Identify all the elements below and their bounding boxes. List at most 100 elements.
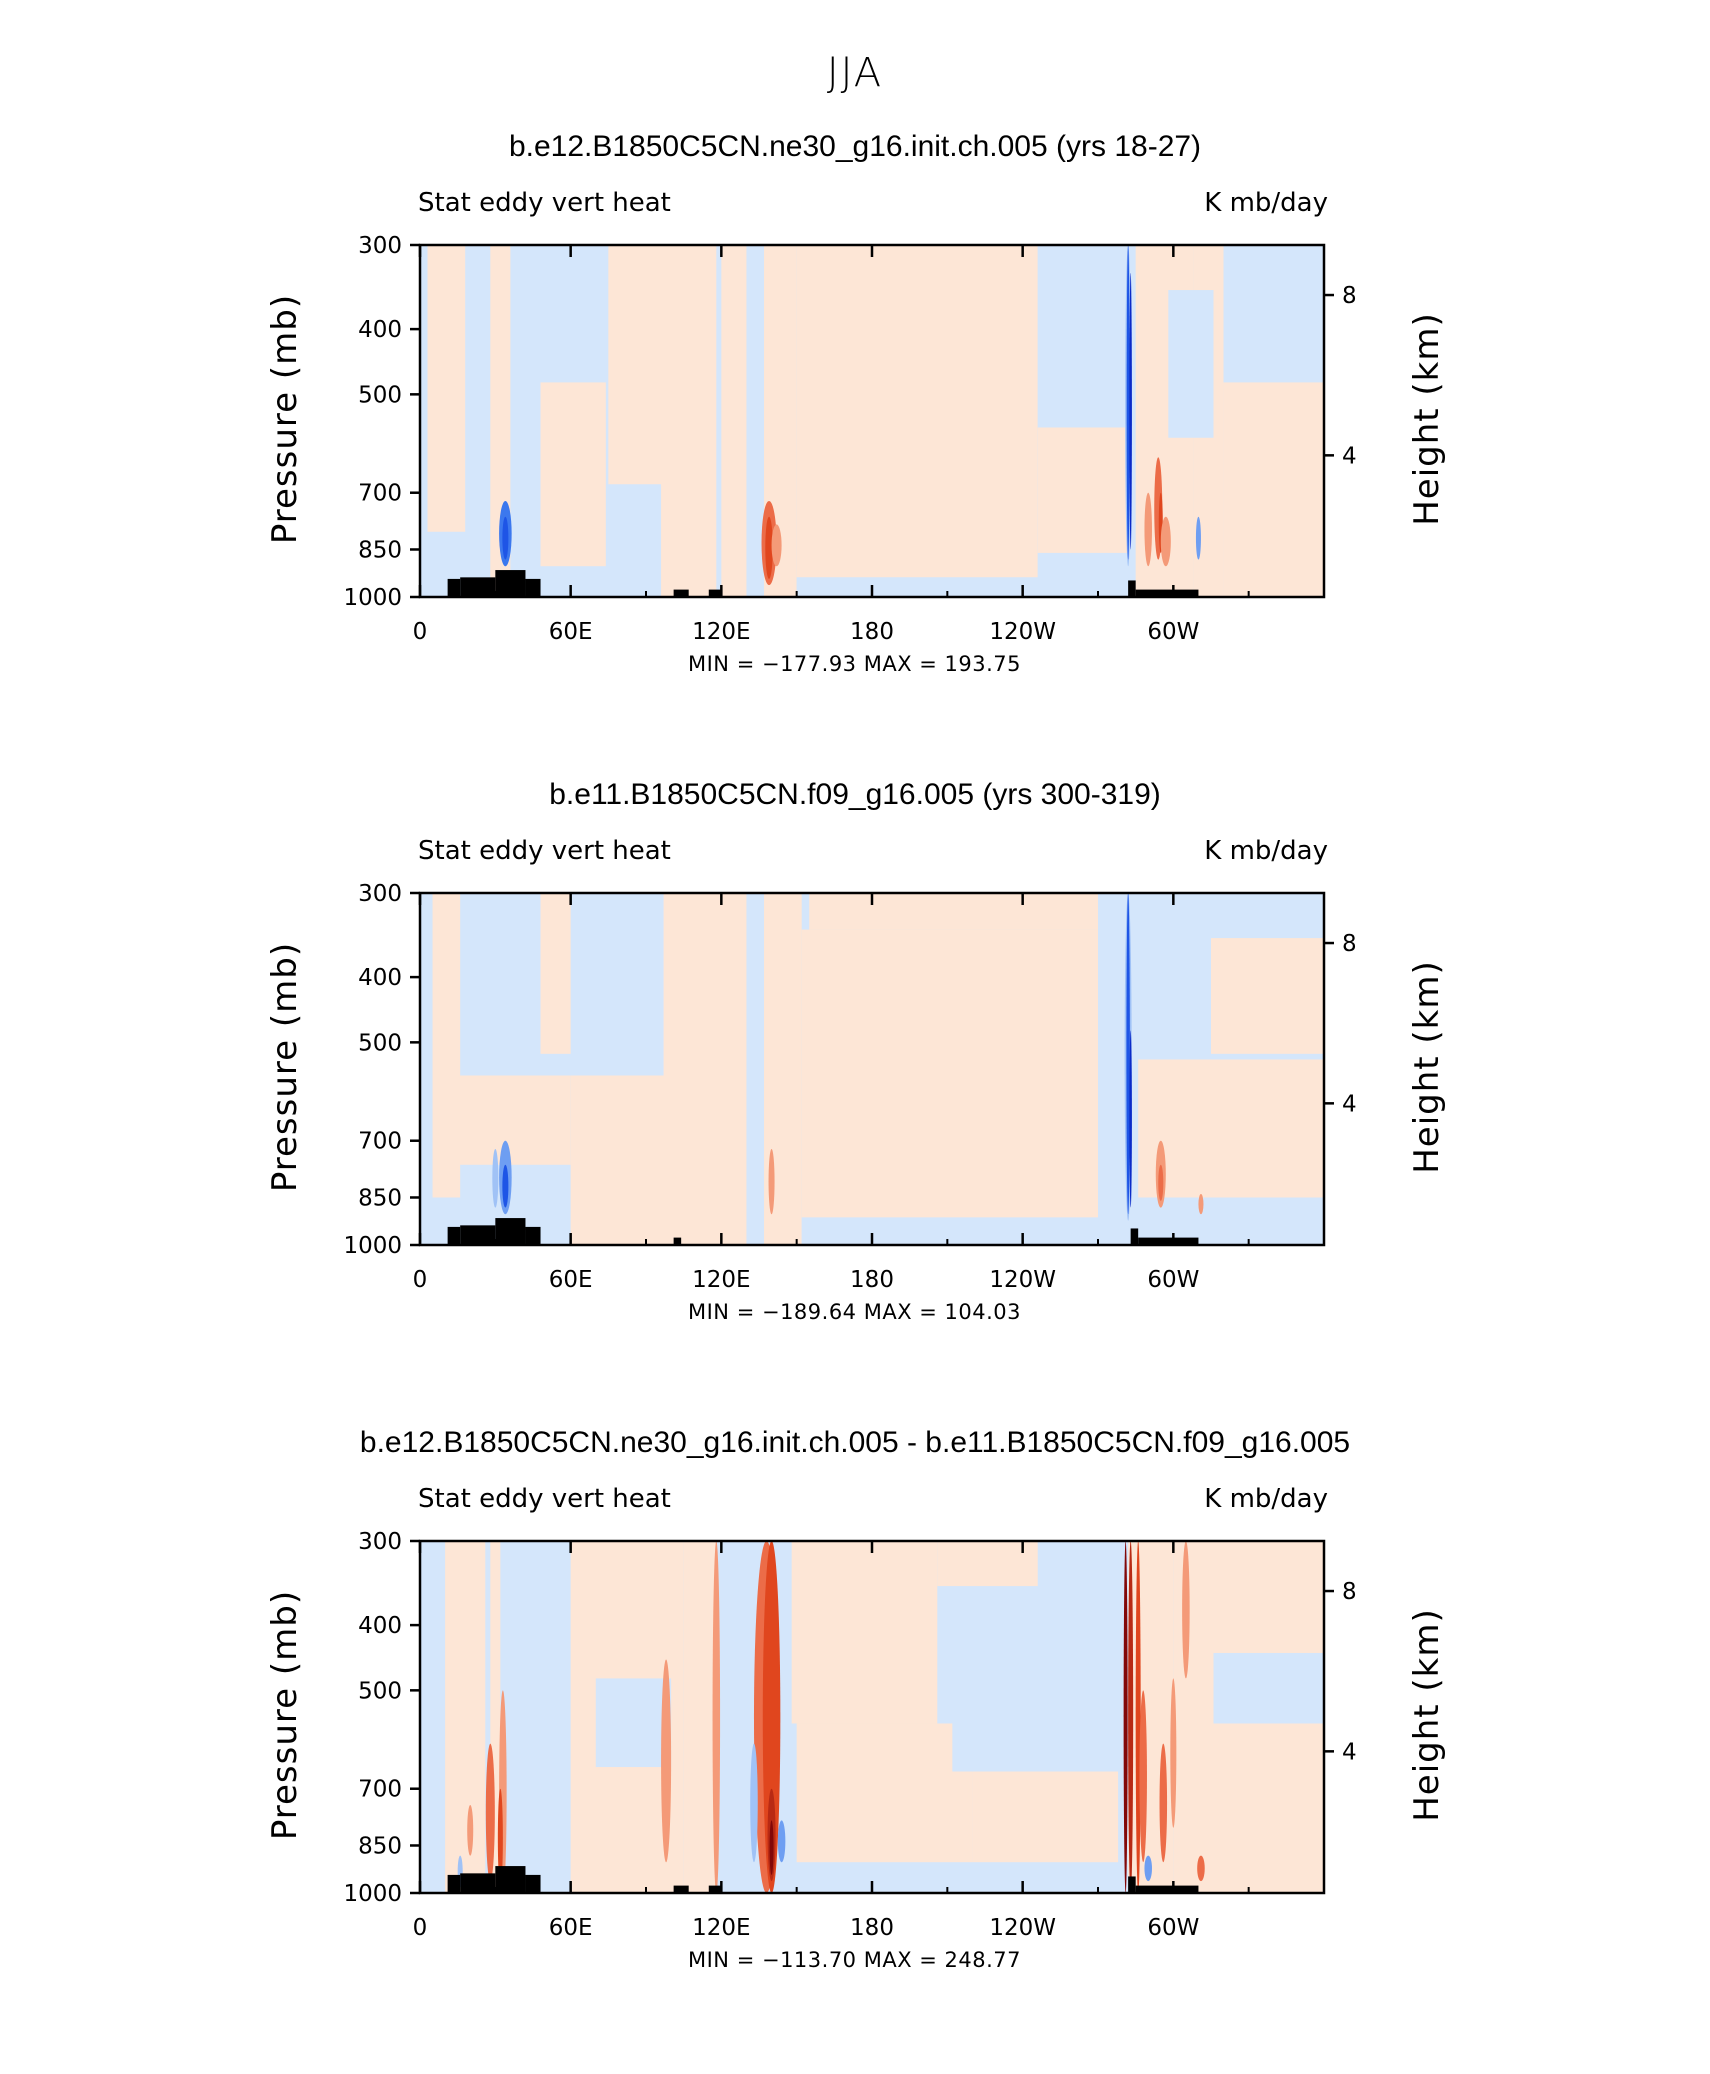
contour-region [1211, 938, 1324, 1054]
topography-mask [1138, 1237, 1199, 1245]
lon-tick-label: 0 [413, 1915, 428, 1941]
topography-mask [525, 1874, 541, 1893]
lon-tick-label: 60W [1147, 1267, 1199, 1293]
contour-feature [1158, 1164, 1164, 1201]
contour-region [595, 1678, 672, 1768]
contour-feature [492, 1148, 499, 1208]
topography-mask [495, 1218, 526, 1245]
topography-mask [1128, 580, 1136, 597]
pressure-tick-label: 700 [358, 1129, 402, 1155]
panel-right-label: K mb/day [1204, 188, 1328, 218]
topography-mask [673, 1885, 689, 1893]
pressure-tick-label: 700 [358, 1777, 402, 1803]
contour-feature [485, 1743, 495, 1882]
contour-feature [661, 1659, 672, 1863]
pressure-tick-label: 1000 [343, 1881, 402, 1907]
contour-feature [502, 1164, 509, 1208]
panel-left-label: Stat eddy vert heat [418, 1484, 671, 1514]
contour-plot: 300400500700850100084060E120E180120W60W−… [343, 233, 1357, 645]
topography-mask [447, 578, 461, 597]
topography-mask [1135, 589, 1199, 597]
contour-region [796, 577, 1038, 597]
lon-tick-label: 120E [692, 1267, 750, 1293]
contour-region [432, 893, 461, 1198]
contour-region [1098, 893, 1129, 1245]
height-tick-label: 8 [1342, 1579, 1357, 1605]
pressure-tick-label: 500 [358, 1678, 402, 1704]
contour-region [801, 929, 1129, 1218]
contour-region [952, 1594, 1119, 1772]
contour-region [801, 1217, 1129, 1245]
contour-feature [771, 524, 782, 567]
topography-mask [708, 1885, 722, 1893]
panel-right-label: K mb/day [1204, 836, 1328, 866]
lon-tick-label: 0 [413, 619, 428, 645]
lon-tick-label: 120E [692, 619, 750, 645]
topography-mask [1130, 1228, 1139, 1245]
contour-feature [768, 1148, 775, 1215]
panel-right-label: K mb/day [1204, 1484, 1328, 1514]
panel-title: b.e12.B1850C5CN.ne30_g16.init.ch.005 (yr… [508, 130, 1202, 163]
contour-region [490, 1541, 501, 1893]
min-max-stats: MIN = −177.93 MAX = 193.75 [688, 652, 1022, 676]
contour-region [608, 245, 667, 485]
contour-region [937, 1541, 1038, 1587]
topography-mask [460, 1873, 496, 1893]
height-tick-label: 4 [1342, 1091, 1357, 1117]
contour-region [972, 1771, 1119, 1863]
contour-feature [497, 1788, 503, 1888]
contour-feature [762, 1541, 781, 1893]
lon-tick-label: 180 [850, 1267, 894, 1293]
topography-mask [525, 578, 541, 597]
lon-tick-label: 120W [989, 1267, 1056, 1293]
pressure-tick-label: 300 [358, 881, 402, 907]
topography-mask [1128, 1876, 1136, 1893]
pressure-tick-label: 400 [358, 317, 402, 343]
contour-feature [1182, 1541, 1190, 1679]
contour-feature [502, 516, 509, 560]
contour-feature [467, 1804, 474, 1856]
contour-feature [1126, 244, 1130, 560]
contour-region [791, 1541, 938, 1724]
pressure-tick-label: 700 [358, 481, 402, 507]
pressure-tick-label: 400 [358, 965, 402, 991]
contour-feature [1129, 1030, 1132, 1208]
min-max-stats: MIN = −113.70 MAX = 248.77 [688, 1948, 1022, 1972]
topography-mask [525, 1226, 541, 1245]
pressure-tick-label: 500 [358, 382, 402, 408]
contour-region [540, 893, 571, 1054]
contour-feature [1123, 1541, 1128, 1893]
height-tick-label: 8 [1342, 283, 1357, 309]
contour-plot: 300400500700850100084060E120E180120W60W−… [343, 881, 1357, 1293]
panel-left-label: Stat eddy vert heat [418, 836, 671, 866]
pressure-tick-label: 850 [358, 1833, 402, 1859]
contour-region [796, 245, 1038, 578]
contour-feature [1159, 1743, 1168, 1863]
contour-region [1080, 245, 1114, 417]
contour-region [1128, 1541, 1174, 1893]
topography-mask [673, 1237, 682, 1245]
contour-field [420, 1541, 1324, 1893]
pressure-tick-label: 850 [358, 1185, 402, 1211]
panel-title: b.e12.B1850C5CN.ne30_g16.init.ch.005 - b… [359, 1426, 1351, 1459]
pressure-tick-label: 1000 [343, 1233, 402, 1259]
lon-tick-label: 0 [413, 1267, 428, 1293]
pressure-tick-label: 400 [358, 1613, 402, 1639]
pressure-tick-label: 300 [358, 233, 402, 259]
topography-mask [1135, 1885, 1199, 1893]
panel-left-label: Stat eddy vert heat [418, 188, 671, 218]
topography-mask [447, 1226, 461, 1245]
lon-tick-label: 120W [989, 619, 1056, 645]
contour-feature [1160, 516, 1171, 567]
contour-feature [1126, 893, 1130, 1215]
contour-region [663, 893, 747, 1245]
contour-feature [1135, 1541, 1141, 1893]
lon-tick-label: 120E [692, 1915, 750, 1941]
topography-mask [708, 589, 722, 597]
pressure-tick-label: 500 [358, 1030, 402, 1056]
lon-tick-label: 120W [989, 1915, 1056, 1941]
topography-mask [460, 1225, 496, 1245]
height-tick-label: 4 [1342, 1739, 1357, 1765]
contour-region [1223, 382, 1324, 597]
lon-tick-label: 60E [549, 1267, 593, 1293]
